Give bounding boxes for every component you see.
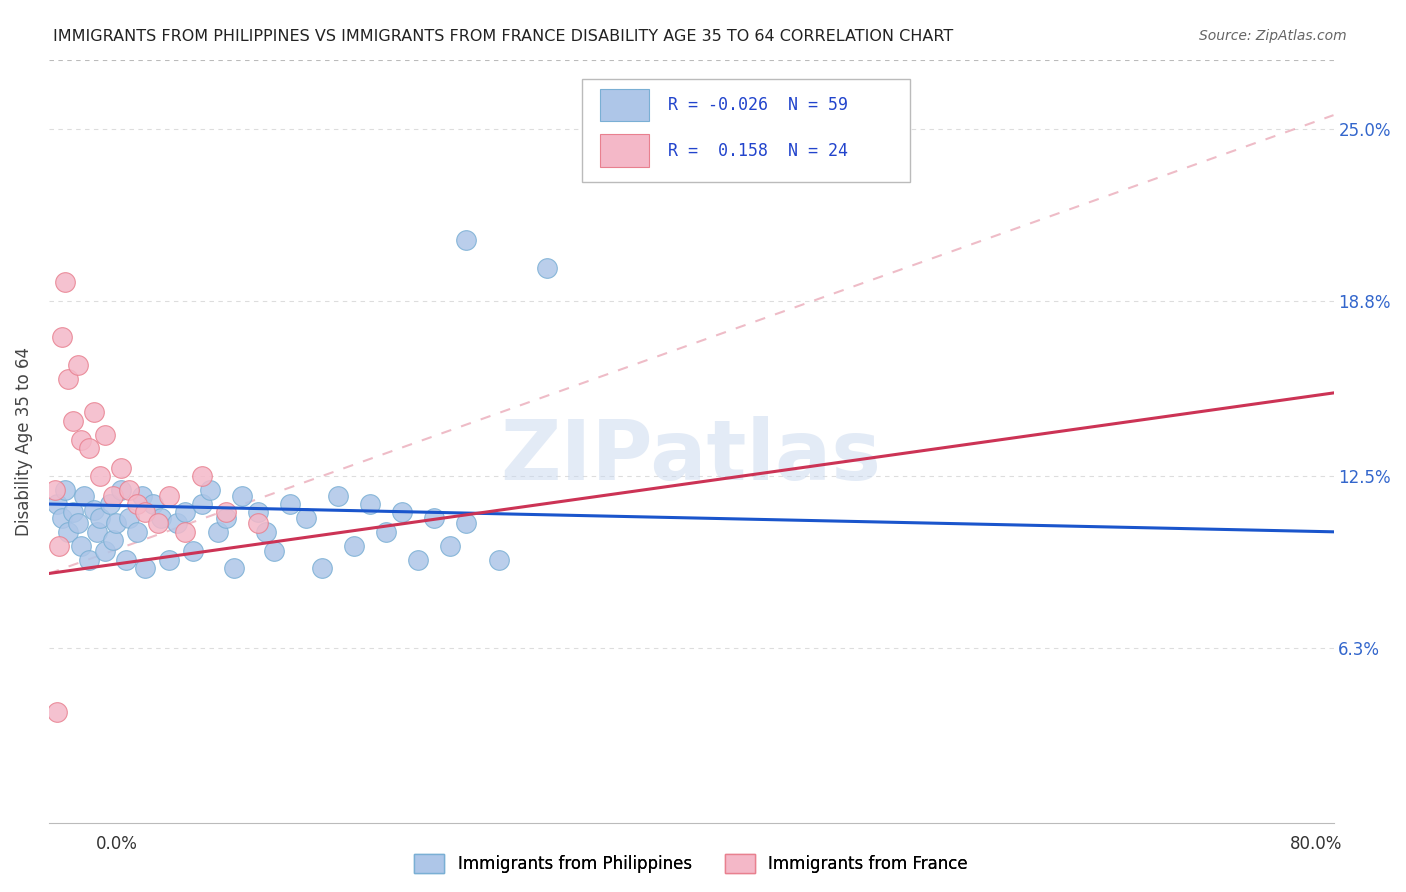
Point [146, 516, 169, 531]
Point [222, 561, 245, 575]
Point [94, 427, 117, 442]
Point [70, 433, 93, 447]
Point [150, 511, 173, 525]
Point [105, 516, 128, 531]
Point [263, 544, 285, 558]
Point [89, 469, 111, 483]
Point [190, 497, 212, 511]
Point [118, 483, 141, 497]
Point [157, 552, 180, 566]
Text: 80.0%: 80.0% [1291, 835, 1343, 853]
Point [488, 552, 510, 566]
Point [456, 516, 478, 531]
Point [536, 260, 558, 275]
Point [439, 539, 461, 553]
Point [94, 544, 117, 558]
Text: ZIPatlas: ZIPatlas [501, 417, 882, 498]
Point [207, 524, 229, 539]
Legend: Immigrants from Philippines, Immigrants from France: Immigrants from Philippines, Immigrants … [408, 847, 974, 880]
Point [295, 511, 318, 525]
Point [53, 483, 76, 497]
Point [103, 533, 125, 548]
Point [246, 516, 269, 531]
Point [456, 233, 478, 247]
Point [62, 414, 84, 428]
Point [166, 516, 188, 531]
Point [190, 469, 212, 483]
Point [89, 511, 111, 525]
Point [142, 497, 165, 511]
Text: R = -0.026  N = 59: R = -0.026 N = 59 [668, 95, 848, 113]
Point [66, 516, 89, 531]
Point [278, 497, 301, 511]
Point [406, 552, 429, 566]
Point [103, 489, 125, 503]
Point [198, 483, 221, 497]
Point [423, 511, 446, 525]
Point [359, 497, 381, 511]
Text: Source: ZipAtlas.com: Source: ZipAtlas.com [1199, 29, 1347, 43]
Point [214, 511, 236, 525]
Point [53, 275, 76, 289]
Point [127, 497, 149, 511]
Point [70, 539, 93, 553]
Point [77, 552, 100, 566]
Point [46, 706, 69, 720]
Point [131, 489, 153, 503]
Point [51, 330, 73, 344]
Point [66, 358, 89, 372]
Point [46, 497, 69, 511]
Point [174, 505, 197, 519]
Point [375, 524, 398, 539]
Point [157, 489, 180, 503]
Point [48, 539, 70, 553]
Point [58, 372, 80, 386]
Point [118, 511, 141, 525]
Point [254, 524, 277, 539]
Point [86, 524, 108, 539]
Point [311, 561, 333, 575]
Y-axis label: Disability Age 35 to 64: Disability Age 35 to 64 [15, 347, 32, 536]
Point [127, 524, 149, 539]
Point [51, 511, 73, 525]
FancyBboxPatch shape [600, 135, 648, 167]
Point [44, 483, 66, 497]
Text: IMMIGRANTS FROM PHILIPPINES VS IMMIGRANTS FROM FRANCE DISABILITY AGE 35 TO 64 CO: IMMIGRANTS FROM PHILIPPINES VS IMMIGRANT… [53, 29, 953, 44]
Point [110, 483, 132, 497]
Point [77, 442, 100, 456]
Point [231, 489, 253, 503]
Point [110, 461, 132, 475]
Point [391, 505, 413, 519]
FancyBboxPatch shape [600, 88, 648, 120]
Point [73, 489, 96, 503]
Point [58, 524, 80, 539]
Point [83, 502, 105, 516]
Point [214, 505, 236, 519]
Point [134, 561, 156, 575]
Point [174, 524, 197, 539]
Text: 0.0%: 0.0% [96, 835, 138, 853]
Text: R =  0.158  N = 24: R = 0.158 N = 24 [668, 142, 848, 160]
Point [134, 505, 156, 519]
Point [115, 552, 138, 566]
Point [62, 505, 84, 519]
Point [326, 489, 349, 503]
FancyBboxPatch shape [582, 78, 910, 182]
Point [343, 539, 366, 553]
Point [98, 497, 121, 511]
Point [246, 505, 269, 519]
Point [183, 544, 205, 558]
Point [83, 405, 105, 419]
